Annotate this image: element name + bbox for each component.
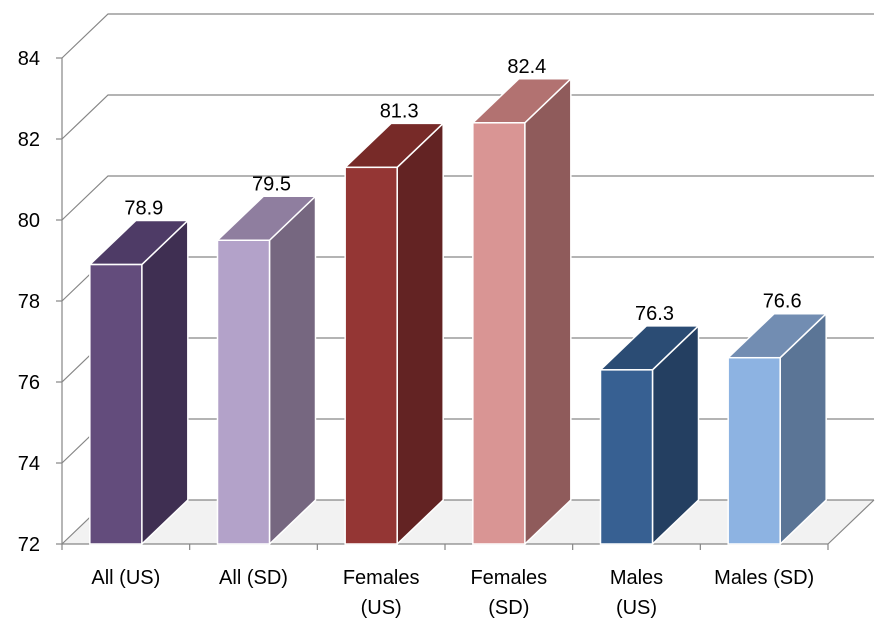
x-category-label: Males (US) [610, 567, 663, 619]
floor-edge [827, 499, 875, 545]
bar-front [727, 356, 781, 545]
bar-front [599, 369, 654, 545]
bar-front [472, 122, 526, 545]
bar [343, 121, 446, 546]
bars [87, 77, 829, 546]
x-category-label: Females (SD) [470, 567, 547, 619]
bar-side [268, 194, 317, 546]
gridline [61, 13, 874, 59]
bar [726, 311, 829, 546]
bar [470, 77, 573, 546]
y-tick-label: 80 [18, 210, 40, 232]
bar [215, 194, 318, 546]
x-category-label: Males (SD) [714, 567, 814, 589]
data-label: 81.3 [380, 100, 419, 122]
data-label: 78.9 [124, 198, 163, 220]
bar [87, 218, 190, 546]
y-tick-label: 78 [18, 291, 40, 313]
bar-front [89, 263, 143, 545]
x-category-label: All (SD) [219, 567, 288, 589]
bar-side [524, 77, 572, 546]
bar-side [396, 121, 444, 546]
x-axis-labels: All (US) All (SD) Females (US) Females (SD) Ma… [91, 567, 814, 619]
y-tick-label: 74 [18, 453, 40, 475]
x-category-label: Females (US) [343, 567, 420, 619]
bar-side [141, 218, 189, 546]
data-labels: 78.9 79.5 81.3 82.4 76.3 76.6 [124, 56, 801, 325]
y-tick-label: 82 [18, 129, 40, 151]
data-label: 79.5 [252, 173, 291, 195]
bar [598, 324, 701, 546]
bar-front [216, 239, 271, 545]
data-label: 82.4 [507, 56, 546, 78]
gridline [61, 175, 874, 221]
y-tick-label: 72 [18, 534, 40, 556]
bar-front [344, 166, 398, 545]
data-label: 76.3 [635, 303, 674, 325]
y-tick-label: 76 [18, 372, 40, 394]
y-axis: 72 74 76 78 80 82 84 [18, 48, 875, 556]
y-tick-label: 84 [18, 48, 40, 70]
data-label: 76.6 [763, 291, 802, 313]
x-category-label: All (US) [91, 567, 160, 589]
gridline [61, 94, 874, 140]
